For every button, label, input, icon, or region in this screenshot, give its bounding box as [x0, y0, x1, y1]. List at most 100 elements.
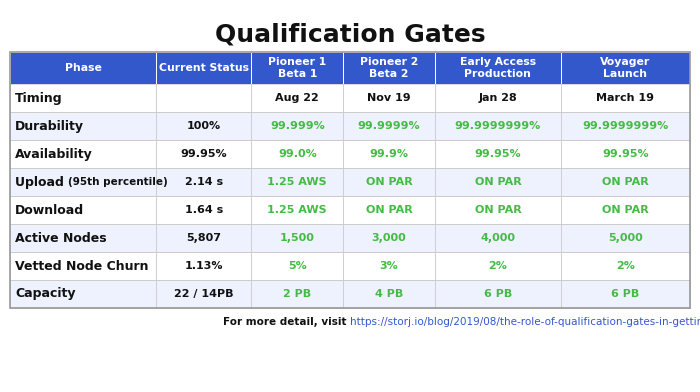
Text: ON PAR: ON PAR — [365, 205, 412, 215]
Bar — [251, 112, 343, 140]
Bar — [251, 52, 343, 84]
Text: 2 PB: 2 PB — [284, 289, 312, 299]
Text: Phase: Phase — [64, 63, 102, 73]
Bar — [435, 280, 561, 308]
Bar — [10, 84, 690, 112]
Text: 99.9999999%: 99.9999999% — [455, 121, 541, 131]
Text: 99.9999%: 99.9999% — [358, 121, 421, 131]
Bar — [156, 224, 251, 252]
Bar — [343, 252, 435, 280]
Bar — [343, 168, 435, 196]
Bar — [561, 84, 690, 112]
Text: 1,500: 1,500 — [280, 233, 315, 243]
Bar — [251, 280, 343, 308]
Text: Capacity: Capacity — [15, 287, 76, 301]
Bar — [561, 224, 690, 252]
Bar — [343, 280, 435, 308]
Text: 99.9999999%: 99.9999999% — [582, 121, 668, 131]
Bar — [251, 168, 343, 196]
Bar — [10, 112, 156, 140]
Text: Download: Download — [15, 203, 84, 216]
Text: Vetted Node Churn: Vetted Node Churn — [15, 260, 148, 272]
Bar — [251, 252, 343, 280]
Text: ON PAR: ON PAR — [475, 205, 522, 215]
Text: Timing: Timing — [15, 91, 62, 105]
Bar — [435, 84, 561, 112]
Bar — [343, 224, 435, 252]
Bar — [561, 52, 690, 84]
Text: 5,807: 5,807 — [186, 233, 221, 243]
Bar — [10, 252, 156, 280]
Text: Availability: Availability — [15, 147, 92, 160]
Text: Early Access
Production: Early Access Production — [460, 57, 536, 79]
Text: Durability: Durability — [15, 120, 84, 132]
Bar — [156, 280, 251, 308]
Bar — [156, 84, 251, 112]
Bar — [561, 112, 690, 140]
Bar — [10, 252, 690, 280]
Bar — [10, 140, 690, 168]
Bar — [251, 140, 343, 168]
Text: Upload: Upload — [15, 176, 69, 189]
Text: Aug 22: Aug 22 — [275, 93, 319, 103]
Text: 99.9%: 99.9% — [370, 149, 409, 159]
Bar — [343, 196, 435, 224]
Text: Jan 28: Jan 28 — [479, 93, 517, 103]
Bar — [10, 168, 156, 196]
Bar — [251, 196, 343, 224]
Bar — [435, 112, 561, 140]
Bar — [561, 252, 690, 280]
Bar — [10, 196, 690, 224]
Bar — [10, 280, 156, 308]
Text: 4 PB: 4 PB — [375, 289, 403, 299]
Bar — [343, 112, 435, 140]
Text: 22 / 14PB: 22 / 14PB — [174, 289, 234, 299]
Bar — [435, 140, 561, 168]
Bar — [10, 112, 690, 140]
Text: Current Status: Current Status — [159, 63, 248, 73]
Bar — [156, 140, 251, 168]
Bar — [10, 168, 690, 196]
Text: Qualification Gates: Qualification Gates — [215, 22, 485, 46]
Text: 99.95%: 99.95% — [602, 149, 649, 159]
Text: 4,000: 4,000 — [480, 233, 515, 243]
Text: 1.25 AWS: 1.25 AWS — [267, 205, 327, 215]
Text: Active Nodes: Active Nodes — [15, 232, 106, 245]
Bar — [10, 224, 156, 252]
Bar — [251, 224, 343, 252]
Text: 100%: 100% — [187, 121, 221, 131]
Text: Voyager
Launch: Voyager Launch — [601, 57, 650, 79]
Bar — [10, 224, 690, 252]
Text: 5,000: 5,000 — [608, 233, 643, 243]
Text: 3,000: 3,000 — [372, 233, 407, 243]
Bar — [343, 84, 435, 112]
Bar — [156, 196, 251, 224]
Bar — [561, 168, 690, 196]
Bar — [343, 52, 435, 84]
Text: (95th percentile): (95th percentile) — [69, 177, 168, 187]
Text: ON PAR: ON PAR — [475, 177, 522, 187]
Text: 99.95%: 99.95% — [181, 149, 227, 159]
Text: 99.999%: 99.999% — [270, 121, 325, 131]
Text: Nov 19: Nov 19 — [368, 93, 411, 103]
Bar — [10, 52, 690, 308]
Bar — [435, 52, 561, 84]
Bar — [561, 196, 690, 224]
Bar — [435, 196, 561, 224]
Bar — [10, 84, 156, 112]
Text: 99.95%: 99.95% — [475, 149, 522, 159]
Text: 1.64 s: 1.64 s — [185, 205, 223, 215]
Bar — [156, 112, 251, 140]
Text: 1.25 AWS: 1.25 AWS — [267, 177, 327, 187]
Text: ON PAR: ON PAR — [365, 177, 412, 187]
Text: 1.13%: 1.13% — [185, 261, 223, 271]
Bar — [561, 280, 690, 308]
Bar — [10, 280, 690, 308]
Bar — [156, 252, 251, 280]
Bar — [343, 140, 435, 168]
Text: March 19: March 19 — [596, 93, 654, 103]
Text: https://storj.io/blog/2019/08/the-role-of-qualification-gates-in-getting-to-beta: https://storj.io/blog/2019/08/the-role-o… — [350, 317, 700, 327]
Text: Pioneer 1
Beta 1: Pioneer 1 Beta 1 — [268, 57, 326, 79]
Bar — [435, 168, 561, 196]
Text: Pioneer 2
Beta 2: Pioneer 2 Beta 2 — [360, 57, 419, 79]
